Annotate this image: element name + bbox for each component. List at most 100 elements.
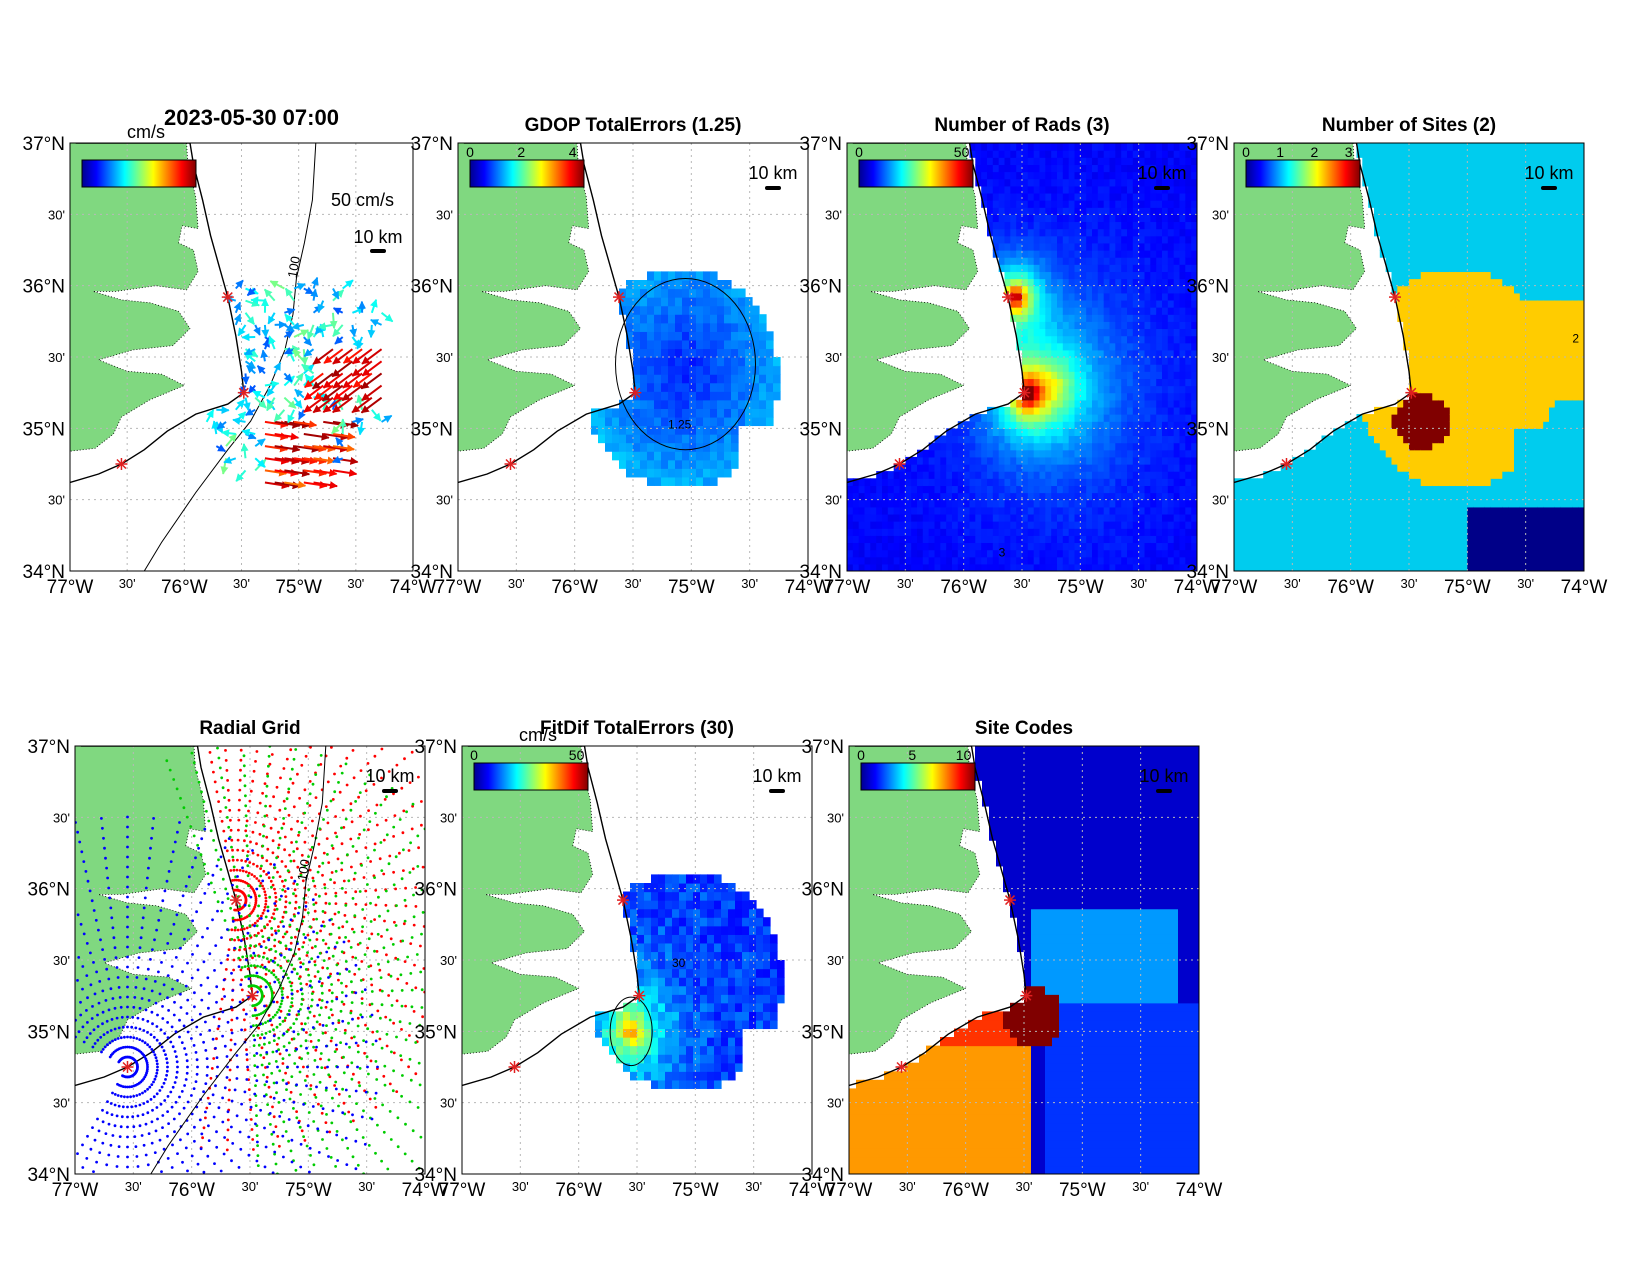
data-cell bbox=[1156, 349, 1163, 358]
data-cell bbox=[1016, 435, 1023, 444]
data-cell bbox=[1068, 214, 1076, 223]
data-cell bbox=[998, 549, 1006, 558]
data-cell bbox=[1051, 150, 1058, 158]
data-cell bbox=[1010, 464, 1017, 472]
data-cell bbox=[1397, 157, 1404, 166]
data-cell bbox=[1057, 385, 1064, 394]
data-cell bbox=[1132, 328, 1140, 337]
data-cell bbox=[1127, 513, 1134, 522]
data-cell bbox=[1432, 485, 1439, 494]
data-cell bbox=[1197, 264, 1203, 272]
data-cell bbox=[876, 535, 883, 544]
data-cell bbox=[1150, 242, 1157, 251]
data-cell bbox=[1127, 349, 1134, 358]
data-cell bbox=[1479, 150, 1486, 158]
data-cell bbox=[1455, 392, 1463, 401]
data-cell bbox=[1080, 464, 1087, 472]
data-cell bbox=[1132, 492, 1140, 501]
data-cell bbox=[1414, 314, 1422, 322]
data-cell bbox=[1092, 250, 1099, 258]
data-cell bbox=[1409, 521, 1416, 529]
data-cell bbox=[1138, 513, 1146, 522]
data-cell bbox=[992, 207, 1000, 215]
data-cell bbox=[1004, 449, 1011, 458]
data-cell bbox=[992, 178, 1000, 187]
data-cell bbox=[1127, 335, 1134, 344]
data-cell bbox=[1057, 164, 1064, 173]
data-cell bbox=[1426, 378, 1433, 387]
data-cell bbox=[1068, 307, 1076, 315]
data-cell bbox=[1004, 235, 1011, 244]
data-cell bbox=[1484, 321, 1492, 330]
data-cell bbox=[1004, 435, 1011, 444]
data-cell bbox=[1016, 271, 1023, 280]
data-cell bbox=[1197, 543, 1203, 551]
data-cell bbox=[1309, 549, 1317, 558]
data-cell bbox=[917, 513, 924, 522]
data-cell bbox=[759, 399, 767, 409]
data-cell bbox=[1185, 513, 1192, 522]
data-cell bbox=[731, 434, 739, 444]
data-cell bbox=[922, 499, 930, 508]
data-cell bbox=[1103, 349, 1111, 358]
data-cell bbox=[1039, 364, 1046, 372]
data-cell bbox=[1444, 414, 1451, 422]
data-cell bbox=[1479, 192, 1486, 201]
data-cell bbox=[1103, 485, 1111, 494]
data-cell bbox=[1132, 478, 1140, 487]
data-cell bbox=[1150, 406, 1157, 415]
data-cell bbox=[1103, 285, 1111, 294]
data-cell bbox=[668, 357, 676, 367]
data-cell bbox=[1150, 250, 1157, 258]
data-cell bbox=[911, 556, 918, 565]
data-cell bbox=[987, 185, 994, 194]
data-cell bbox=[1027, 192, 1035, 201]
data-cell bbox=[1461, 535, 1468, 544]
data-cell bbox=[1115, 485, 1122, 494]
data-cell bbox=[1068, 392, 1076, 401]
data-cell bbox=[1356, 492, 1363, 501]
data-cell bbox=[689, 357, 697, 367]
data-cell bbox=[1484, 421, 1492, 429]
data-cell bbox=[1257, 478, 1264, 487]
data-cell bbox=[1057, 399, 1064, 408]
data-cell bbox=[1045, 285, 1052, 294]
data-cell bbox=[1115, 185, 1122, 194]
data-cell bbox=[969, 506, 976, 515]
data-cell bbox=[724, 297, 732, 307]
data-cell bbox=[1455, 471, 1463, 479]
data-cell bbox=[1432, 349, 1439, 358]
data-cell bbox=[1068, 485, 1076, 494]
data-cell bbox=[1016, 214, 1023, 223]
y-tick-label: 37°N bbox=[411, 134, 453, 155]
data-cell bbox=[1426, 299, 1433, 308]
data-cell bbox=[1062, 143, 1070, 151]
data-cell bbox=[1339, 549, 1346, 558]
data-cell bbox=[647, 271, 655, 281]
data-cell bbox=[1484, 164, 1492, 173]
data-cell bbox=[1455, 285, 1463, 294]
data-cell bbox=[1121, 485, 1128, 494]
data-cell bbox=[847, 542, 854, 551]
data-cell bbox=[1344, 421, 1352, 429]
data-cell bbox=[998, 228, 1006, 237]
data-cell bbox=[1121, 250, 1128, 258]
data-cell bbox=[1138, 492, 1146, 501]
data-cell bbox=[1274, 499, 1282, 508]
data-cell bbox=[1162, 464, 1169, 472]
data-cell bbox=[668, 322, 676, 332]
data-cell bbox=[682, 314, 690, 324]
data-cell bbox=[598, 425, 606, 435]
y-tick-label: 30' bbox=[436, 207, 453, 222]
data-cell bbox=[703, 331, 711, 341]
data-cell bbox=[1062, 214, 1070, 223]
data-cell bbox=[1239, 492, 1247, 501]
data-cell bbox=[852, 521, 860, 529]
data-cell bbox=[1479, 385, 1486, 394]
data-cell bbox=[1127, 464, 1134, 472]
data-cell bbox=[1420, 449, 1428, 458]
data-cell bbox=[957, 442, 965, 451]
data-cell bbox=[1045, 349, 1052, 358]
data-cell bbox=[1461, 542, 1468, 551]
data-cell bbox=[1368, 506, 1375, 515]
